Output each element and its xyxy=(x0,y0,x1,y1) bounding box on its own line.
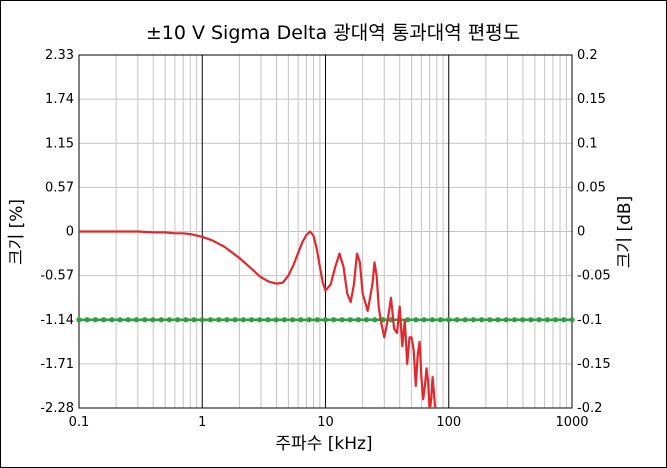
chart-title: ±10 V Sigma Delta 광대역 통과대역 편평도 xyxy=(146,22,520,44)
y-right-tick-label: 0.05 xyxy=(577,180,606,195)
response-curve xyxy=(79,230,437,408)
threshold-marker xyxy=(569,317,575,323)
threshold-marker xyxy=(232,317,238,323)
threshold-marker xyxy=(216,317,222,323)
y-axis-label-left: 크기 [%] xyxy=(7,199,27,265)
y-right-tick-label: -0.15 xyxy=(577,357,611,372)
threshold-marker xyxy=(536,317,542,323)
threshold-marker xyxy=(405,317,411,323)
threshold-marker xyxy=(125,317,131,323)
threshold-marker xyxy=(429,317,435,323)
threshold-marker xyxy=(446,317,452,323)
threshold-marker xyxy=(224,317,230,323)
threshold-marker xyxy=(437,317,444,323)
threshold-marker xyxy=(511,317,518,323)
threshold-marker xyxy=(322,317,329,323)
y-right-tick-label: -0.1 xyxy=(577,313,602,328)
threshold-marker xyxy=(331,317,337,323)
threshold-marker xyxy=(552,317,559,323)
threshold-marker xyxy=(495,317,501,323)
threshold-marker xyxy=(421,317,427,323)
threshold-marker xyxy=(520,317,526,323)
y-left-tick-label: 0 xyxy=(66,225,74,240)
y-left-tick-label: -2.28 xyxy=(40,401,74,416)
threshold-marker xyxy=(248,317,255,323)
threshold-marker xyxy=(314,317,320,323)
threshold-marker xyxy=(363,317,370,323)
threshold-marker xyxy=(101,317,107,323)
x-axis-label: 주파수 [kHz] xyxy=(275,434,372,454)
threshold-marker xyxy=(355,317,361,323)
axes: 0.1 1 10 100 1000 2.33 1.74 1.15 0.57 0 -0.57 -1.14… xyxy=(40,48,610,430)
threshold-marker xyxy=(298,317,304,323)
threshold-marker xyxy=(199,317,205,323)
x-tick-label: 10 xyxy=(317,415,334,430)
threshold-marker xyxy=(207,317,214,323)
threshold-marker xyxy=(454,317,460,323)
threshold-marker xyxy=(265,317,271,323)
y-left-tick-label: 0.57 xyxy=(45,180,74,195)
y-left-tick-label: -1.14 xyxy=(40,313,74,328)
y-right-tick-label: 0 xyxy=(577,225,585,240)
threshold-marker xyxy=(84,317,90,323)
threshold-marker xyxy=(76,317,82,323)
threshold-marker xyxy=(503,317,509,323)
y-left-tick-label: -1.71 xyxy=(40,357,74,372)
data-series xyxy=(76,230,575,408)
threshold-marker xyxy=(528,317,534,323)
threshold-marker xyxy=(117,317,123,323)
threshold-marker xyxy=(306,317,312,323)
threshold-marker xyxy=(240,317,246,323)
threshold-marker xyxy=(470,317,476,323)
x-tick-label: 0.1 xyxy=(69,415,90,430)
threshold-marker xyxy=(273,317,279,323)
threshold-marker xyxy=(109,317,115,323)
threshold-marker xyxy=(92,317,99,323)
threshold-marker xyxy=(544,317,550,323)
threshold-marker xyxy=(183,317,189,323)
y-right-tick-label: 0.1 xyxy=(577,136,598,151)
threshold-marker xyxy=(281,317,288,323)
y-right-tick-label: -0.05 xyxy=(577,269,611,284)
threshold-marker xyxy=(372,317,378,323)
y-left-tick-label: 1.15 xyxy=(45,136,74,151)
threshold-marker xyxy=(462,317,468,323)
threshold-marker xyxy=(158,317,164,323)
threshold-marker xyxy=(133,317,140,323)
threshold-marker xyxy=(339,317,345,323)
threshold-marker xyxy=(479,317,485,323)
threshold-marker xyxy=(175,317,181,323)
y-left-tick-label: 1.74 xyxy=(45,92,74,107)
y-right-tick-label: 0.2 xyxy=(577,48,598,63)
threshold-marker xyxy=(290,317,296,323)
threshold-marker xyxy=(561,317,567,323)
threshold-marker xyxy=(191,317,197,323)
threshold-marker xyxy=(413,317,419,323)
x-tick-label: 1000 xyxy=(555,415,588,430)
y-right-tick-label: -0.2 xyxy=(577,401,602,416)
x-tick-label: 100 xyxy=(436,415,461,430)
threshold-marker xyxy=(166,317,172,323)
threshold-marker xyxy=(142,317,148,323)
y-left-tick-label: -0.57 xyxy=(40,269,74,284)
x-tick-label: 1 xyxy=(198,415,206,430)
threshold-marker xyxy=(257,317,263,323)
threshold-marker xyxy=(487,317,493,323)
y-axis-label-right: 크기 [dB] xyxy=(615,196,635,268)
threshold-marker xyxy=(150,317,156,323)
y-right-tick-label: 0.15 xyxy=(577,92,606,107)
y-left-tick-label: 2.33 xyxy=(45,48,74,63)
threshold-marker xyxy=(347,317,353,323)
